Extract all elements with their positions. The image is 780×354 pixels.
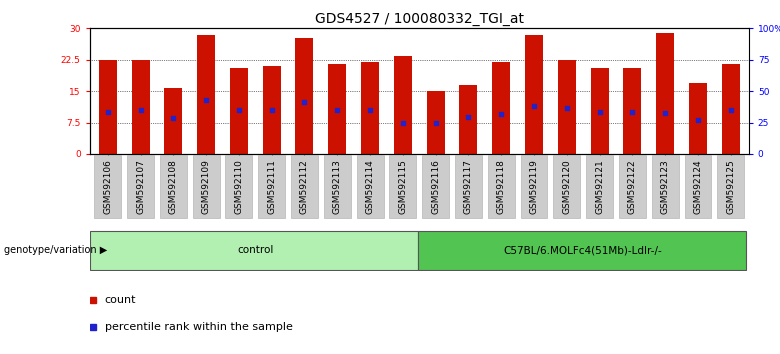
Text: GSM592125: GSM592125 (726, 159, 736, 213)
FancyBboxPatch shape (90, 231, 417, 270)
Text: GSM592106: GSM592106 (103, 159, 112, 214)
FancyBboxPatch shape (356, 155, 384, 218)
FancyBboxPatch shape (553, 155, 580, 218)
Bar (558, 60, 576, 154)
FancyBboxPatch shape (520, 155, 548, 218)
Bar (99, 60, 117, 154)
FancyBboxPatch shape (455, 155, 482, 218)
Bar (623, 68, 641, 154)
Text: GSM592113: GSM592113 (333, 159, 342, 214)
Text: GSM592122: GSM592122 (628, 159, 637, 213)
FancyBboxPatch shape (422, 155, 449, 218)
Text: GSM592110: GSM592110 (235, 159, 243, 214)
Text: C57BL/6.MOLFc4(51Mb)-Ldlr-/-: C57BL/6.MOLFc4(51Mb)-Ldlr-/- (504, 245, 662, 256)
Bar (263, 66, 281, 154)
Bar (132, 60, 150, 154)
Bar (590, 68, 608, 154)
FancyBboxPatch shape (652, 155, 679, 218)
Bar (492, 62, 510, 154)
Text: GSM592124: GSM592124 (693, 159, 703, 213)
Text: GSM592119: GSM592119 (530, 159, 538, 214)
Bar (230, 68, 248, 154)
Text: GSM592111: GSM592111 (268, 159, 276, 214)
Bar (197, 35, 215, 154)
Text: control: control (237, 245, 274, 256)
Text: GSM592117: GSM592117 (464, 159, 473, 214)
Text: genotype/variation ▶: genotype/variation ▶ (4, 245, 107, 256)
FancyBboxPatch shape (586, 155, 613, 218)
Text: GSM592115: GSM592115 (399, 159, 407, 214)
Text: count: count (105, 295, 136, 305)
Bar (427, 91, 445, 154)
Text: GSM592121: GSM592121 (595, 159, 604, 213)
FancyBboxPatch shape (94, 155, 121, 218)
Bar (525, 35, 543, 154)
FancyBboxPatch shape (619, 155, 646, 218)
Text: percentile rank within the sample: percentile rank within the sample (105, 321, 292, 332)
Text: GSM592118: GSM592118 (497, 159, 505, 214)
Text: GSM592108: GSM592108 (168, 159, 178, 214)
FancyBboxPatch shape (193, 155, 219, 218)
Bar (394, 56, 412, 154)
FancyBboxPatch shape (389, 155, 417, 218)
Text: GSM592107: GSM592107 (136, 159, 145, 214)
Bar (296, 38, 314, 154)
FancyBboxPatch shape (258, 155, 285, 218)
FancyBboxPatch shape (718, 155, 744, 218)
Bar (165, 88, 183, 154)
Text: GSM592116: GSM592116 (431, 159, 440, 214)
Title: GDS4527 / 100080332_TGI_at: GDS4527 / 100080332_TGI_at (315, 12, 523, 26)
Bar (361, 62, 379, 154)
FancyBboxPatch shape (417, 231, 746, 270)
Bar (656, 33, 674, 154)
Bar (722, 64, 739, 154)
Text: GSM592109: GSM592109 (201, 159, 211, 214)
FancyBboxPatch shape (488, 155, 515, 218)
FancyBboxPatch shape (324, 155, 351, 218)
Bar (689, 83, 707, 154)
FancyBboxPatch shape (685, 155, 711, 218)
FancyBboxPatch shape (127, 155, 154, 218)
FancyBboxPatch shape (160, 155, 186, 218)
FancyBboxPatch shape (291, 155, 318, 218)
Bar (459, 85, 477, 154)
Text: GSM592120: GSM592120 (562, 159, 571, 213)
Text: GSM592114: GSM592114 (366, 159, 374, 213)
FancyBboxPatch shape (225, 155, 253, 218)
Bar (328, 64, 346, 154)
Text: GSM592123: GSM592123 (661, 159, 670, 213)
Text: GSM592112: GSM592112 (300, 159, 309, 213)
